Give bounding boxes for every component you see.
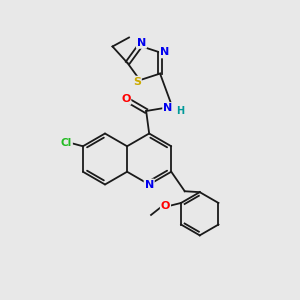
Text: O: O: [121, 94, 130, 104]
Text: N: N: [160, 47, 169, 57]
Text: N: N: [145, 179, 154, 190]
Text: O: O: [161, 201, 170, 211]
Text: N: N: [137, 38, 146, 48]
Text: Cl: Cl: [61, 138, 72, 148]
Text: N: N: [163, 103, 172, 113]
Text: S: S: [133, 76, 141, 87]
Text: H: H: [176, 106, 184, 116]
